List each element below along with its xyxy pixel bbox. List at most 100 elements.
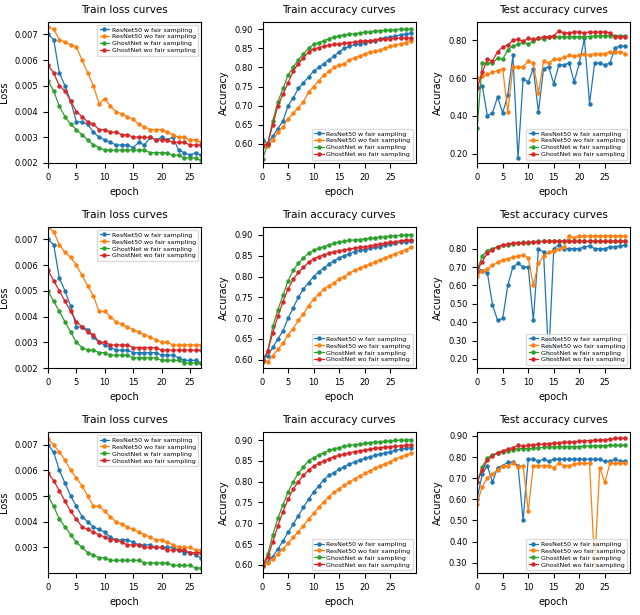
GhostNet w fair sampling — [504, 447, 511, 454]
GhostNet wo fair sampling — [555, 237, 563, 245]
GhostNet wo fair sampling — [330, 248, 338, 255]
GhostNet wo fair sampling — [601, 237, 609, 245]
ResNet50 wo fair sampling — [351, 475, 358, 482]
ResNet50 w fair sampling — [163, 352, 171, 359]
ResNet50 wo fair sampling — [575, 232, 583, 239]
GhostNet w fair sampling — [180, 154, 188, 162]
Line: GhostNet w fair sampling: GhostNet w fair sampling — [476, 240, 627, 272]
GhostNet wo fair sampling — [361, 37, 369, 44]
ResNet50 w fair sampling — [147, 541, 154, 549]
GhostNet w fair sampling — [580, 237, 588, 245]
GhostNet wo fair sampling — [107, 129, 115, 136]
GhostNet w fair sampling — [340, 31, 348, 39]
Legend: ResNet50 w fair sampling, ResNet50 wo fair sampling, GhostNet w fair sampling, G: ResNet50 w fair sampling, ResNet50 wo fa… — [526, 129, 627, 160]
GhostNet wo fair sampling — [606, 237, 614, 245]
ResNet50 wo fair sampling — [519, 63, 527, 71]
GhostNet wo fair sampling — [300, 264, 307, 271]
ResNet50 wo fair sampling — [555, 245, 563, 252]
ResNet50 w fair sampling — [586, 100, 593, 107]
GhostNet w fair sampling — [284, 488, 292, 496]
ResNet50 wo fair sampling — [310, 296, 317, 303]
GhostNet w fair sampling — [366, 234, 374, 242]
ResNet50 wo fair sampling — [550, 464, 557, 471]
X-axis label: epoch: epoch — [539, 597, 569, 608]
ResNet50 wo fair sampling — [402, 451, 410, 459]
GhostNet wo fair sampling — [488, 452, 496, 459]
Line: GhostNet wo fair sampling: GhostNet wo fair sampling — [261, 443, 412, 567]
ResNet50 wo fair sampling — [514, 463, 522, 470]
ResNet50 wo fair sampling — [118, 111, 125, 118]
Line: GhostNet w fair sampling: GhostNet w fair sampling — [261, 233, 412, 363]
Line: GhostNet wo fair sampling: GhostNet wo fair sampling — [261, 36, 412, 148]
GhostNet wo fair sampling — [90, 121, 97, 128]
ResNet50 w fair sampling — [356, 40, 364, 47]
GhostNet wo fair sampling — [107, 341, 115, 349]
ResNet50 wo fair sampling — [101, 308, 109, 315]
GhostNet w fair sampling — [124, 352, 131, 359]
ResNet50 w fair sampling — [474, 496, 481, 503]
ResNet50 wo fair sampling — [197, 546, 205, 554]
ResNet50 wo fair sampling — [407, 450, 415, 457]
GhostNet w fair sampling — [586, 33, 593, 41]
Line: ResNet50 wo fair sampling: ResNet50 wo fair sampling — [261, 452, 412, 566]
ResNet50 wo fair sampling — [157, 339, 165, 346]
ResNet50 wo fair sampling — [570, 461, 578, 468]
GhostNet wo fair sampling — [320, 457, 328, 464]
GhostNet w fair sampling — [300, 50, 307, 58]
ResNet50 wo fair sampling — [366, 260, 374, 268]
GhostNet wo fair sampling — [186, 141, 194, 149]
GhostNet wo fair sampling — [310, 46, 317, 53]
ResNet50 w fair sampling — [565, 245, 573, 252]
Line: ResNet50 wo fair sampling: ResNet50 wo fair sampling — [261, 246, 412, 363]
GhostNet w fair sampling — [596, 442, 604, 450]
Line: ResNet50 w fair sampling: ResNet50 w fair sampling — [476, 458, 627, 522]
ResNet50 w fair sampling — [61, 287, 69, 295]
ResNet50 wo fair sampling — [300, 522, 307, 530]
ResNet50 w fair sampling — [300, 285, 307, 293]
Title: Train loss curves: Train loss curves — [81, 210, 168, 220]
GhostNet w fair sampling — [175, 357, 182, 364]
ResNet50 w fair sampling — [545, 63, 552, 71]
GhostNet wo fair sampling — [124, 541, 131, 549]
GhostNet w fair sampling — [407, 231, 415, 238]
ResNet50 w fair sampling — [392, 446, 399, 454]
ResNet50 w fair sampling — [129, 539, 137, 546]
ResNet50 wo fair sampling — [509, 63, 516, 71]
GhostNet wo fair sampling — [294, 60, 302, 67]
ResNet50 w fair sampling — [488, 301, 496, 308]
ResNet50 w fair sampling — [300, 504, 307, 511]
ResNet50 wo fair sampling — [192, 136, 200, 143]
GhostNet wo fair sampling — [351, 448, 358, 455]
ResNet50 w fair sampling — [192, 357, 200, 364]
ResNet50 wo fair sampling — [112, 108, 120, 115]
ResNet50 wo fair sampling — [371, 258, 379, 266]
ResNet50 w fair sampling — [186, 549, 194, 557]
ResNet50 w fair sampling — [570, 78, 578, 85]
ResNet50 wo fair sampling — [580, 459, 588, 467]
ResNet50 wo fair sampling — [545, 462, 552, 469]
ResNet50 w fair sampling — [351, 41, 358, 48]
GhostNet w fair sampling — [545, 443, 552, 451]
ResNet50 w fair sampling — [555, 62, 563, 69]
ResNet50 wo fair sampling — [524, 57, 532, 65]
GhostNet wo fair sampling — [591, 28, 598, 36]
ResNet50 w fair sampling — [545, 458, 552, 465]
GhostNet w fair sampling — [591, 442, 598, 450]
ResNet50 wo fair sampling — [274, 129, 282, 136]
ResNet50 wo fair sampling — [550, 55, 557, 63]
ResNet50 w fair sampling — [493, 464, 501, 471]
ResNet50 wo fair sampling — [371, 47, 379, 55]
ResNet50 w fair sampling — [555, 456, 563, 463]
ResNet50 wo fair sampling — [407, 37, 415, 44]
ResNet50 w fair sampling — [550, 245, 557, 252]
ResNet50 w fair sampling — [499, 315, 506, 322]
GhostNet w fair sampling — [192, 359, 200, 367]
GhostNet wo fair sampling — [289, 68, 297, 75]
ResNet50 w fair sampling — [474, 84, 481, 91]
ResNet50 w fair sampling — [112, 141, 120, 149]
GhostNet wo fair sampling — [488, 57, 496, 65]
GhostNet w fair sampling — [524, 41, 532, 48]
ResNet50 wo fair sampling — [351, 54, 358, 62]
ResNet50 w fair sampling — [524, 456, 532, 463]
GhostNet w fair sampling — [294, 260, 302, 267]
